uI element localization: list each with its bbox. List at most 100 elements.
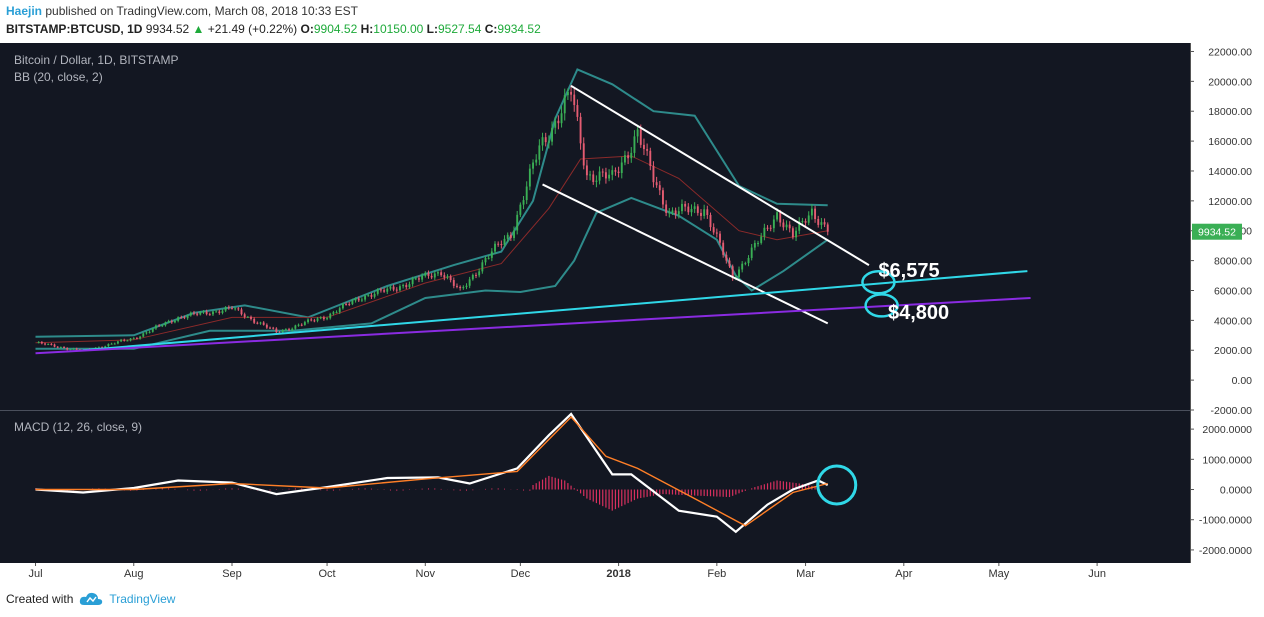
price-tick-label: 12000.00 [1208, 196, 1252, 208]
candle-body [433, 273, 436, 278]
candle-body [478, 271, 481, 276]
time-tick-label: Sep [222, 568, 242, 580]
candle-body [313, 320, 316, 322]
candle-body [703, 209, 706, 216]
macd-tick-label: 1000.0000 [1202, 454, 1252, 466]
candle-body [566, 91, 569, 96]
candle-body [617, 171, 620, 174]
candle-body [665, 204, 668, 213]
candle-body [135, 338, 138, 340]
candle-body [332, 312, 335, 314]
candle-body [174, 320, 176, 323]
author-name[interactable]: Haejin [6, 4, 43, 18]
candle-body [693, 206, 696, 209]
candle-body [75, 348, 78, 350]
close-value: 9934.52 [497, 22, 541, 36]
candle-body [810, 208, 813, 216]
candle-body [326, 318, 329, 320]
candle-body [411, 278, 414, 285]
candle-body [506, 234, 509, 239]
candle-body [731, 266, 734, 279]
candle-body [104, 346, 107, 348]
candle-body [221, 310, 224, 314]
candle-body [807, 215, 810, 223]
candle-body [408, 284, 411, 288]
candle-body [576, 105, 579, 117]
candle-body [449, 276, 452, 281]
candle-body [753, 243, 756, 248]
candle-body [183, 317, 186, 319]
channel-line [542, 183, 829, 325]
high-label: H: [360, 22, 374, 36]
candle-body [677, 211, 680, 215]
candle-body [519, 204, 522, 215]
candle-body [379, 289, 382, 291]
candle-body [741, 263, 744, 270]
price-tick-label: 0.00 [1232, 375, 1253, 387]
candle-body [113, 343, 116, 345]
candle-body [145, 332, 148, 334]
candle-body [782, 222, 785, 228]
macd-tick-label: 2000.0000 [1202, 424, 1252, 436]
candle-body [551, 127, 554, 142]
candle-body [446, 276, 449, 278]
candle-body [456, 285, 458, 287]
candle-body [341, 303, 344, 309]
time-tick-label: 2018 [606, 568, 630, 580]
candle-body [719, 233, 721, 243]
candle-body [738, 269, 740, 277]
candle-body [72, 348, 75, 350]
candle-body [490, 251, 493, 258]
price-tick-label: 4000.00 [1214, 315, 1252, 327]
candle-body [500, 244, 503, 246]
candle-body [376, 289, 379, 294]
candle-body [779, 212, 782, 223]
candle-body [272, 327, 275, 329]
price-chart[interactable]: 22000.00 20000.00 18000.00 16000.00 14000.00… [0, 43, 1264, 580]
candle-body [592, 174, 595, 182]
candle-body [535, 159, 538, 163]
candle-body [364, 295, 367, 300]
candle-body [687, 206, 690, 213]
candle-body [690, 208, 693, 213]
price-change: +21.49 (+0.22%) [207, 22, 298, 36]
time-tick-label: May [988, 568, 1009, 580]
candle-body [785, 224, 788, 228]
tradingview-link[interactable]: TradingView [109, 592, 176, 606]
candle-body [776, 212, 778, 220]
price-target-label: $4,800 [888, 302, 949, 324]
candle-body [402, 285, 405, 287]
candle-body [151, 328, 154, 332]
time-axis-background [0, 563, 1264, 580]
target-ellipse [861, 270, 896, 295]
candle-body [370, 295, 373, 297]
macd-title: MACD (12, 26, close, 9) [14, 420, 142, 434]
candle-body [430, 275, 433, 278]
time-tick-label: Feb [707, 568, 726, 580]
candle-body [69, 349, 72, 351]
price-axis-background [1190, 43, 1264, 580]
candle-body [421, 275, 424, 280]
last-price: 9934.52 [145, 22, 190, 36]
candle-body [744, 263, 747, 265]
candle-body [338, 308, 341, 313]
candle-body [316, 318, 319, 321]
candle-body [269, 327, 271, 329]
candle-body [633, 136, 636, 153]
candle-body [110, 343, 113, 345]
cloud-icon [80, 592, 103, 605]
candle-body [728, 260, 731, 267]
time-tick-label: Nov [416, 568, 436, 580]
price-tick-label: -2000.00 [1211, 405, 1253, 417]
bb-upper-line [35, 68, 828, 338]
candle-body [544, 137, 547, 143]
candle-body [427, 272, 430, 276]
candle-body [224, 307, 227, 311]
candle-body [795, 230, 798, 238]
candle-body [668, 212, 671, 214]
candle-body [424, 272, 427, 276]
candle-body [662, 190, 664, 205]
candle-body [329, 313, 332, 319]
candle-body [725, 254, 728, 261]
candle-body [240, 309, 243, 315]
